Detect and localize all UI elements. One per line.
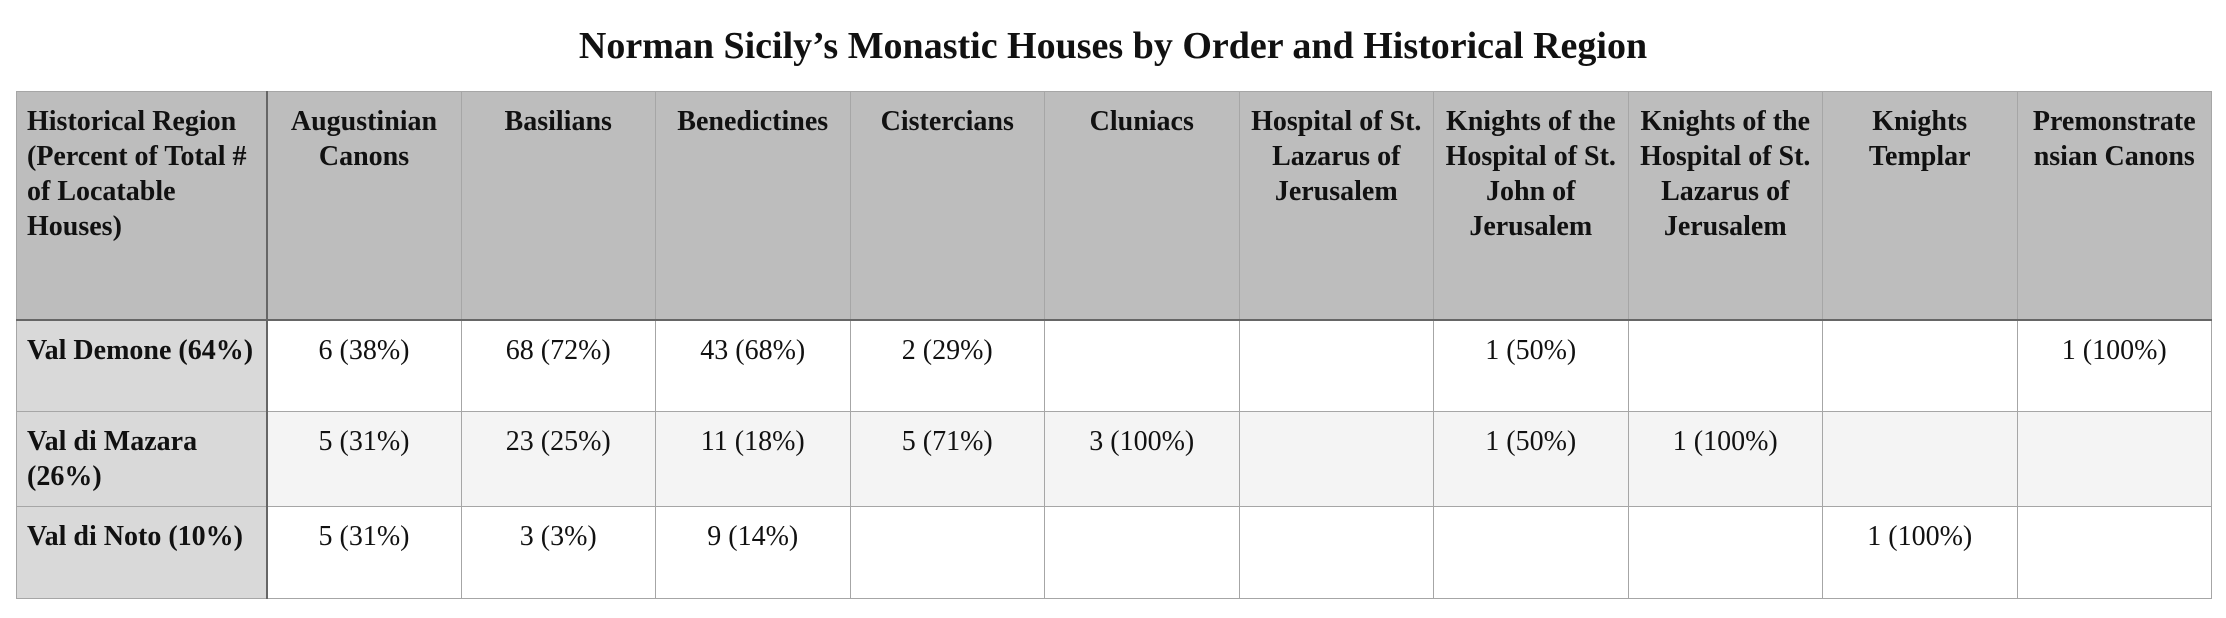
column-header: Knights of the Hospital of St. John of J… [1433, 91, 1629, 321]
table-cell [1822, 319, 2018, 412]
table-cell: 5 (31%) [266, 506, 462, 599]
table-cell: 3 (100%) [1044, 411, 1240, 507]
table-cell [2016, 506, 2212, 599]
table-cell [1627, 506, 1823, 599]
column-header: Historical Region (Percent of Total # of… [16, 91, 268, 321]
table-cell: 1 (100%) [1822, 506, 2018, 599]
table-cell [1822, 411, 2018, 507]
table-cell: 3 (3%) [460, 506, 656, 599]
row-header: Val Demone (64%) [16, 319, 268, 412]
table-cell [1044, 319, 1240, 412]
column-header: Premonstratensian Canons [2016, 91, 2212, 321]
table-cell: 6 (38%) [266, 319, 462, 412]
table-cell [1627, 319, 1823, 412]
table-row: Val di Noto (10%) 5 (31%) 3 (3%) 9 (14%)… [16, 506, 2212, 599]
table-cell [1238, 319, 1434, 412]
row-header: Val di Mazara (26%) [16, 411, 268, 507]
table-cell: 5 (71%) [849, 411, 1045, 507]
table-cell: 1 (50%) [1433, 319, 1629, 412]
table-cell: 43 (68%) [655, 319, 851, 412]
table-cell [849, 506, 1045, 599]
table-cell [1238, 506, 1434, 599]
table-row: Val di Mazara (26%) 5 (31%) 23 (25%) 11 … [16, 411, 2212, 507]
table-cell: 68 (72%) [460, 319, 656, 412]
column-header: Knights Templar [1822, 91, 2018, 321]
table-cell [1044, 506, 1240, 599]
data-table: Historical Region (Percent of Total # of… [16, 91, 2212, 599]
table-cell: 2 (29%) [849, 319, 1045, 412]
table-cell [2016, 411, 2212, 507]
table-cell: 1 (100%) [2016, 319, 2212, 412]
column-header: Knights of the Hospital of St. Lazarus o… [1627, 91, 1823, 321]
table-cell: 1 (100%) [1627, 411, 1823, 507]
column-header: Basilians [460, 91, 656, 321]
column-header: Augustinian Canons [266, 91, 462, 321]
column-header: Benedictines [655, 91, 851, 321]
chart-title: Norman Sicily’s Monastic Houses by Order… [578, 25, 1648, 67]
table-cell: 1 (50%) [1433, 411, 1629, 507]
header-row: Historical Region (Percent of Total # of… [16, 91, 2212, 321]
table-cell: 5 (31%) [266, 411, 462, 507]
table-cell [1238, 411, 1434, 507]
column-header: Cistercians [849, 91, 1045, 321]
table-cell: 11 (18%) [655, 411, 851, 507]
table-cell: 23 (25%) [460, 411, 656, 507]
table-row: Val Demone (64%) 6 (38%) 68 (72%) 43 (68… [16, 319, 2212, 412]
column-header: Cluniacs [1044, 91, 1240, 321]
table-cell [1433, 506, 1629, 599]
row-header: Val di Noto (10%) [16, 506, 268, 599]
column-header: Hospital of St. Lazarus of Jerusalem [1238, 91, 1434, 321]
table-cell: 9 (14%) [655, 506, 851, 599]
